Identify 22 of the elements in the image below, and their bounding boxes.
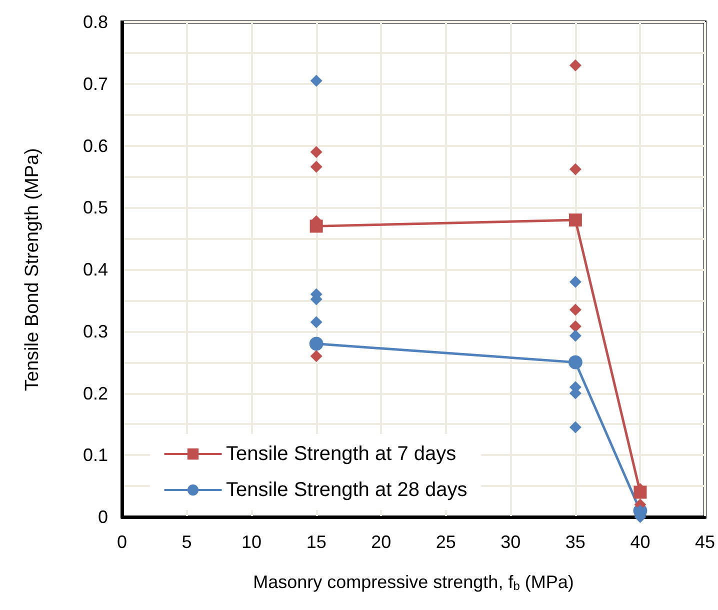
- y-tick-label: 0.6: [82, 136, 108, 156]
- x-tick-label: 35: [565, 532, 586, 552]
- legend-label: Tensile Strength at 28 days: [226, 479, 468, 501]
- y-tick-label: 0.8: [82, 12, 108, 32]
- x-tick-label: 25: [436, 532, 456, 552]
- x-tick-label: 0: [116, 532, 128, 552]
- y-tick-label: 0.3: [82, 321, 108, 342]
- x-tick-label: 15: [306, 532, 326, 552]
- y-tick-label: 0: [98, 507, 108, 527]
- x-tick-label: 40: [630, 532, 650, 552]
- legend-label: Tensile Strength at 7 days: [226, 443, 456, 465]
- y-tick-label: 0.2: [82, 383, 108, 404]
- x-tick-label: 5: [182, 532, 192, 552]
- x-tick-label: 10: [242, 532, 262, 552]
- x-tick-label: 30: [500, 532, 521, 552]
- y-tick-label: 0.1: [82, 445, 108, 466]
- y-axis-title: Tensile Bond Strength (MPa): [22, 148, 43, 391]
- y-tick-label: 0.4: [82, 260, 108, 280]
- y-tick-label: 0.5: [82, 198, 108, 218]
- y-tick-label: 0.7: [82, 74, 108, 94]
- x-tick-label: 45: [694, 532, 716, 552]
- x-tick-label: 20: [371, 532, 392, 552]
